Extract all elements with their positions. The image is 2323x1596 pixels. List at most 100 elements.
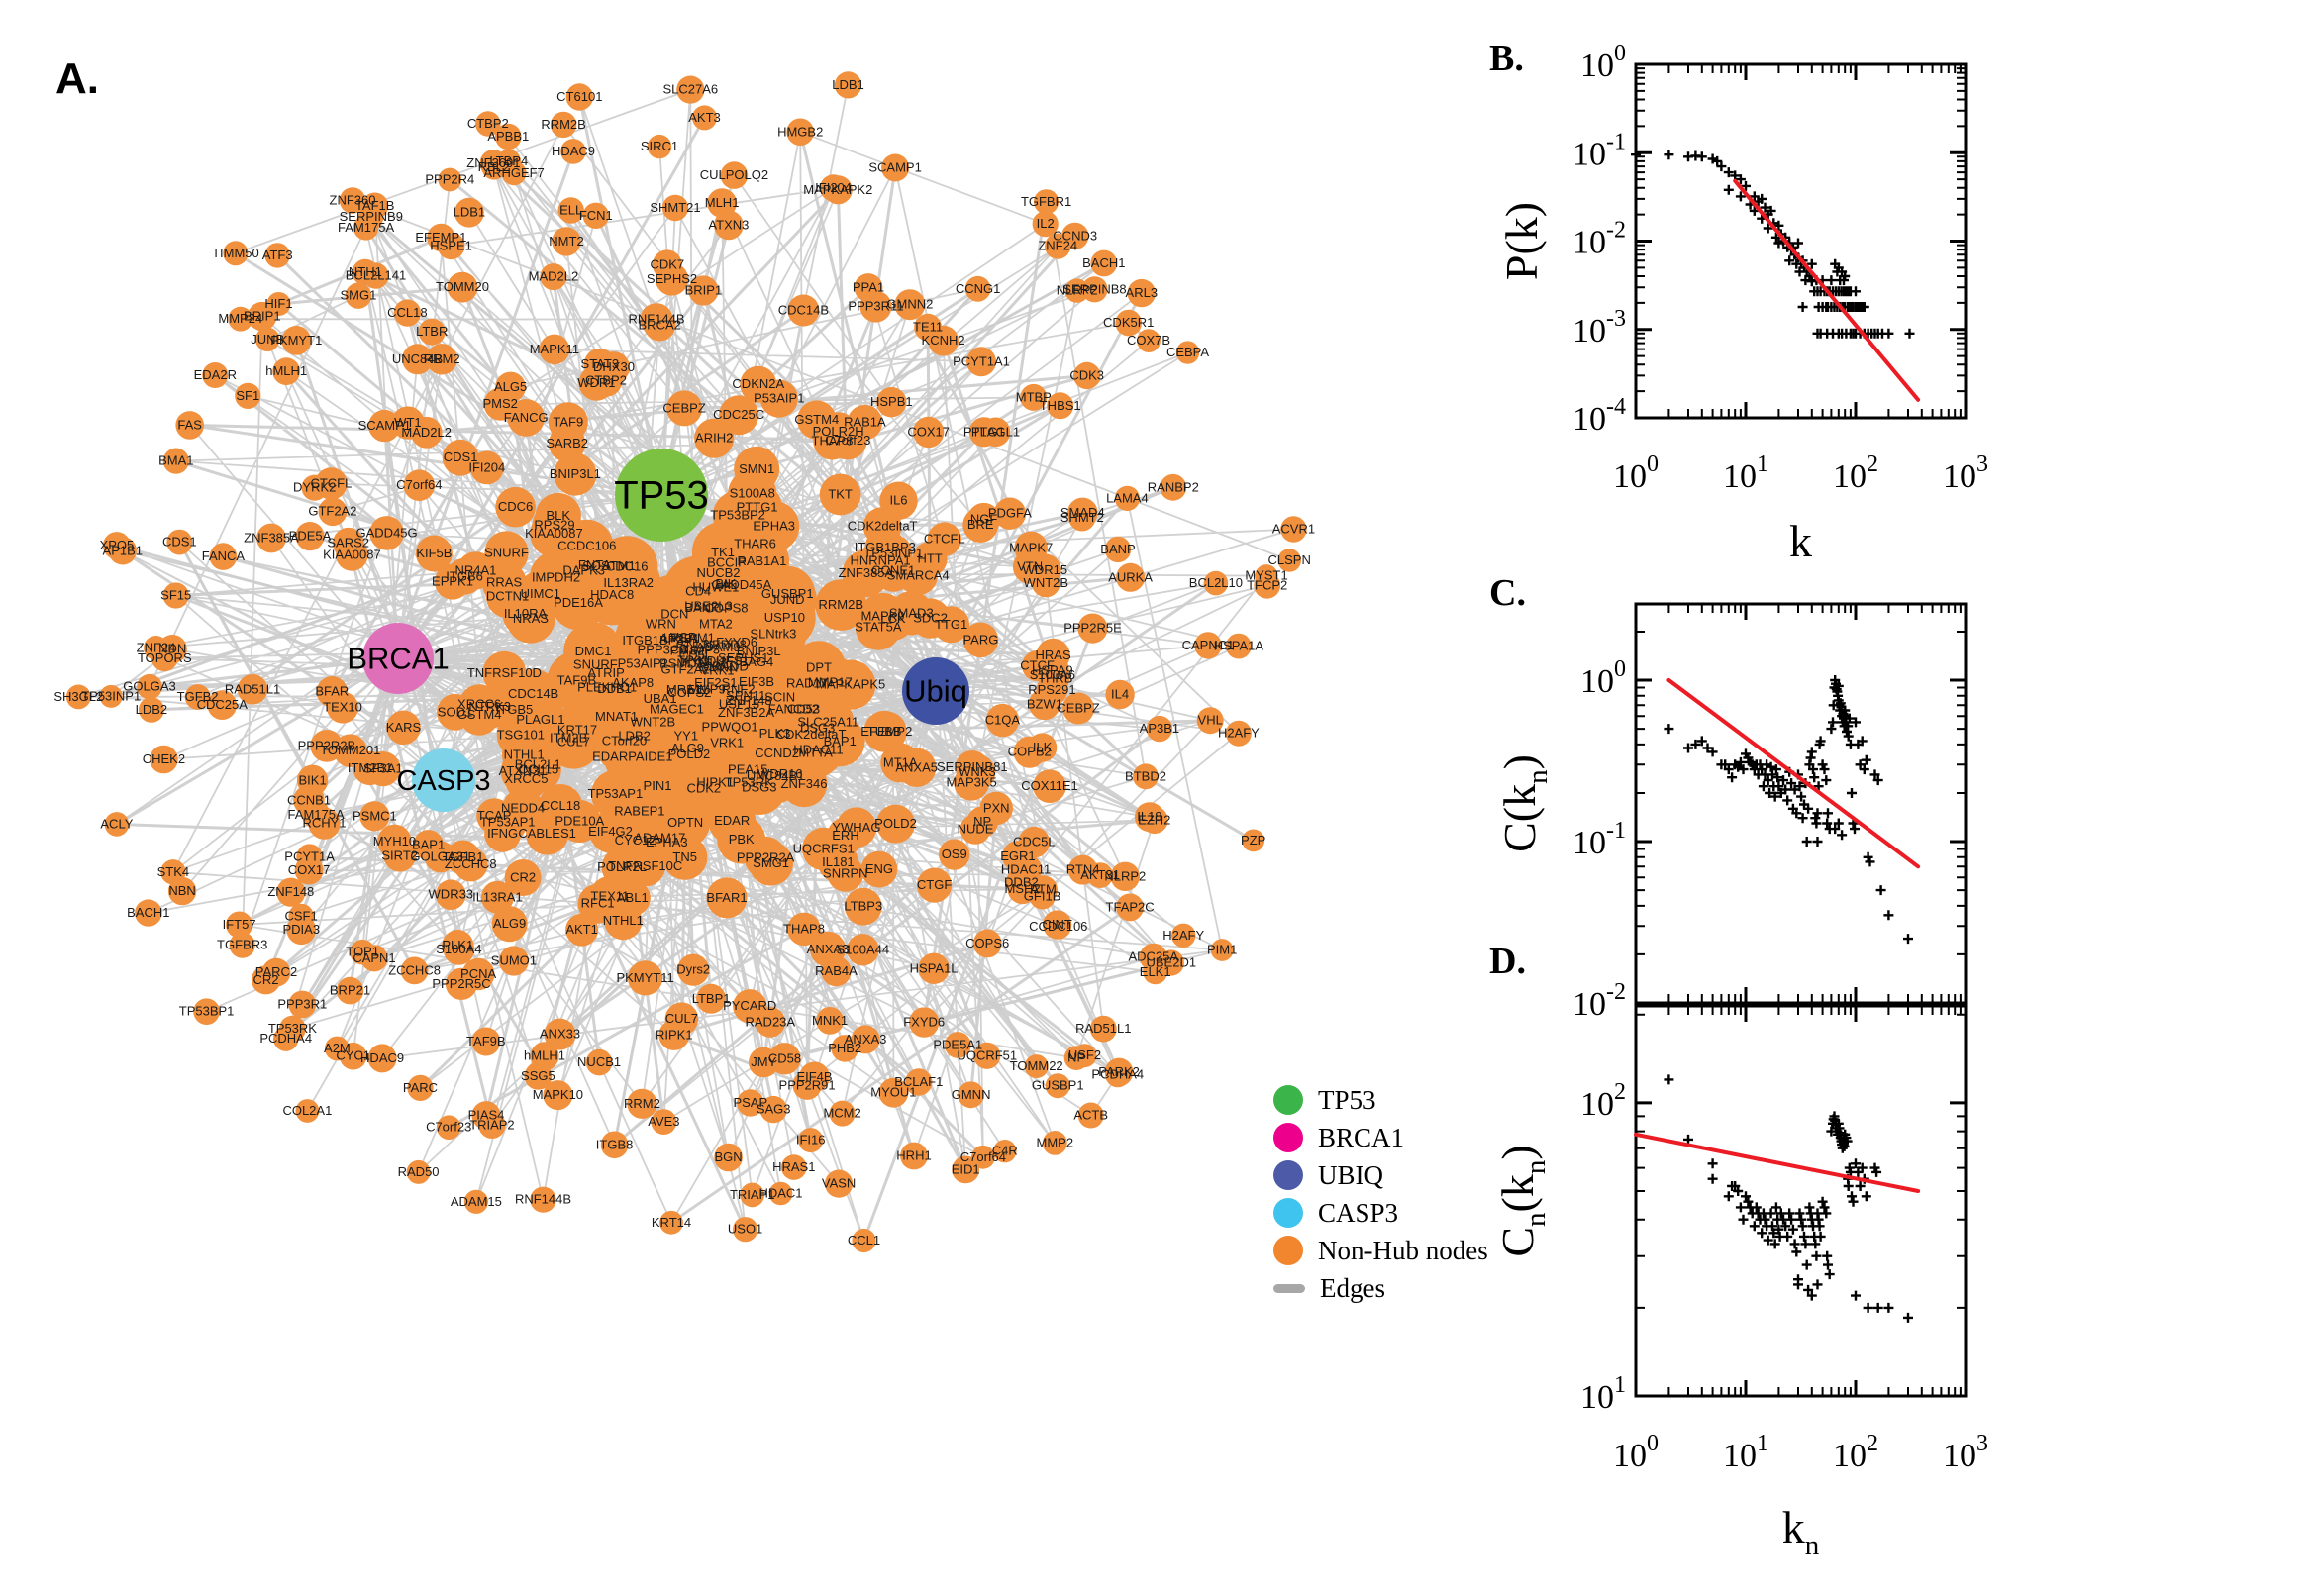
- gene-node[interactable]: [628, 960, 663, 996]
- gene-node[interactable]: [1073, 361, 1101, 390]
- gene-node[interactable]: [897, 748, 937, 787]
- gene-node[interactable]: [1137, 329, 1161, 352]
- gene-node[interactable]: [436, 1115, 461, 1140]
- gene-node[interactable]: [295, 522, 325, 551]
- gene-node[interactable]: [878, 1077, 909, 1108]
- gene-node[interactable]: [876, 804, 915, 844]
- gene-node[interactable]: [1105, 1062, 1131, 1088]
- gene-node[interactable]: [1226, 633, 1252, 659]
- gene-node[interactable]: [248, 301, 277, 332]
- gene-node[interactable]: [1062, 692, 1095, 725]
- gene-node[interactable]: [1077, 1102, 1104, 1129]
- gene-node[interactable]: [295, 1099, 320, 1123]
- gene-node[interactable]: [226, 911, 253, 939]
- gene-node[interactable]: [543, 1080, 573, 1111]
- gene-node[interactable]: [980, 417, 1011, 448]
- gene-node[interactable]: [659, 1210, 683, 1235]
- gene-node[interactable]: [294, 855, 324, 885]
- gene-node[interactable]: [854, 273, 883, 302]
- gene-node[interactable]: [816, 1007, 844, 1035]
- gene-node[interactable]: [251, 965, 281, 995]
- gene-node[interactable]: [1020, 383, 1048, 411]
- gene-node[interactable]: [714, 1143, 743, 1172]
- gene-node[interactable]: [166, 529, 193, 555]
- gene-node[interactable]: [1171, 923, 1196, 948]
- gene-node[interactable]: [737, 1089, 764, 1117]
- gene-node[interactable]: [740, 365, 777, 403]
- gene-node[interactable]: [498, 946, 529, 976]
- gene-node[interactable]: [286, 915, 317, 946]
- gene-node[interactable]: [1203, 570, 1229, 596]
- gene-node[interactable]: [677, 953, 710, 986]
- gene-node[interactable]: [900, 1142, 928, 1170]
- gene-node[interactable]: [436, 879, 466, 910]
- gene-node[interactable]: [652, 249, 682, 280]
- gene-node[interactable]: [418, 318, 446, 346]
- gene-node[interactable]: [1034, 189, 1060, 215]
- gene-node[interactable]: [162, 582, 189, 609]
- gene-node[interactable]: [478, 1111, 506, 1140]
- gene-node[interactable]: [985, 703, 1020, 738]
- gene-node[interactable]: [604, 901, 643, 941]
- gene-node[interactable]: [1210, 939, 1234, 961]
- gene-node[interactable]: [359, 801, 390, 832]
- gene-node[interactable]: [905, 1068, 933, 1096]
- gene-node[interactable]: [447, 271, 478, 303]
- gene-node[interactable]: [1018, 826, 1051, 858]
- gene-node[interactable]: [962, 622, 999, 658]
- gene-node[interactable]: [917, 867, 953, 903]
- gene-node[interactable]: [193, 998, 220, 1025]
- gene-node[interactable]: [491, 906, 528, 943]
- gene-node[interactable]: [438, 167, 462, 192]
- gene-node[interactable]: [406, 1159, 431, 1184]
- gene-node[interactable]: [966, 347, 996, 377]
- gene-node[interactable]: [400, 956, 429, 985]
- gene-node[interactable]: [495, 486, 536, 528]
- gene-node[interactable]: [732, 760, 786, 815]
- gene-node[interactable]: [1225, 720, 1252, 747]
- gene-node[interactable]: [831, 1035, 858, 1062]
- gene-node[interactable]: [345, 282, 372, 309]
- gene-node[interactable]: [1081, 276, 1108, 303]
- gene-node[interactable]: [821, 955, 852, 987]
- gene-node[interactable]: [1024, 1054, 1049, 1079]
- gene-node[interactable]: [834, 71, 862, 99]
- gene-node[interactable]: [1041, 663, 1070, 693]
- gene-node[interactable]: [918, 952, 950, 984]
- gene-node[interactable]: [1105, 679, 1135, 710]
- gene-node[interactable]: [1027, 733, 1058, 762]
- gene-node[interactable]: [102, 532, 131, 560]
- gene-node[interactable]: [435, 563, 470, 600]
- gene-node[interactable]: [881, 153, 910, 182]
- gene-node[interactable]: [139, 697, 164, 723]
- gene-node[interactable]: [1042, 1131, 1067, 1155]
- hub-node-tp53[interactable]: [615, 449, 708, 542]
- gene-node[interactable]: [676, 75, 705, 104]
- gene-node[interactable]: [666, 390, 703, 427]
- gene-node[interactable]: [288, 990, 317, 1019]
- gene-node[interactable]: [368, 409, 401, 443]
- gene-node[interactable]: [202, 362, 229, 388]
- gene-node[interactable]: [276, 877, 306, 907]
- gene-node[interactable]: [235, 382, 261, 409]
- gene-node[interactable]: [759, 1095, 787, 1124]
- gene-node[interactable]: [463, 1189, 488, 1214]
- gene-node[interactable]: [1104, 536, 1132, 563]
- gene-node[interactable]: [826, 659, 876, 710]
- gene-node[interactable]: [1146, 715, 1173, 743]
- gene-node[interactable]: [495, 123, 522, 150]
- gene-node[interactable]: [993, 497, 1027, 530]
- gene-node[interactable]: [792, 1070, 822, 1100]
- gene-node[interactable]: [860, 850, 898, 888]
- gene-node[interactable]: [160, 859, 186, 885]
- hub-node-casp3[interactable]: [412, 748, 475, 812]
- gene-node[interactable]: [1110, 861, 1141, 891]
- gene-node[interactable]: [237, 674, 268, 705]
- gene-node[interactable]: [565, 913, 599, 947]
- gene-node[interactable]: [548, 402, 588, 443]
- gene-node[interactable]: [1032, 211, 1059, 238]
- gene-node[interactable]: [1029, 883, 1056, 910]
- gene-node[interactable]: [325, 1036, 350, 1061]
- gene-node[interactable]: [972, 929, 1002, 958]
- gene-node[interactable]: [583, 348, 616, 381]
